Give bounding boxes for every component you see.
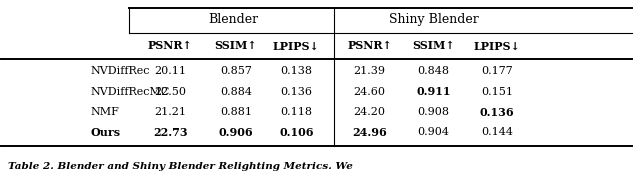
Text: PSNR↑: PSNR↑ — [348, 40, 392, 51]
Text: NVDiffRecMC: NVDiffRecMC — [91, 87, 170, 97]
Text: 0.118: 0.118 — [280, 107, 312, 117]
Text: SSIM↑: SSIM↑ — [214, 40, 257, 51]
Text: 22.73: 22.73 — [153, 127, 188, 138]
Text: 0.911: 0.911 — [416, 86, 451, 97]
Text: NMF: NMF — [91, 107, 120, 117]
Text: 0.857: 0.857 — [220, 66, 252, 76]
Text: 0.881: 0.881 — [220, 107, 252, 117]
Text: Ours: Ours — [91, 127, 121, 138]
Text: 0.136: 0.136 — [480, 107, 515, 117]
Text: 0.848: 0.848 — [417, 66, 449, 76]
Text: 0.906: 0.906 — [219, 127, 253, 138]
Text: SSIM↑: SSIM↑ — [412, 40, 455, 51]
Text: NVDiffRec: NVDiffRec — [91, 66, 150, 76]
Text: 0.884: 0.884 — [220, 87, 252, 97]
Text: 21.21: 21.21 — [154, 107, 186, 117]
Text: 0.106: 0.106 — [279, 127, 314, 138]
Text: 0.177: 0.177 — [481, 66, 513, 76]
Text: Table 2. Blender and Shiny Blender Relighting Metrics. We: Table 2. Blender and Shiny Blender Relig… — [8, 162, 353, 171]
Text: 20.11: 20.11 — [154, 66, 186, 76]
Text: LPIPS↓: LPIPS↓ — [273, 40, 320, 51]
Text: 0.151: 0.151 — [481, 87, 513, 97]
Text: LPIPS↓: LPIPS↓ — [474, 40, 520, 51]
Text: 21.39: 21.39 — [354, 66, 386, 76]
Text: 24.20: 24.20 — [354, 107, 386, 117]
Text: 24.96: 24.96 — [353, 127, 387, 138]
Text: 0.138: 0.138 — [280, 66, 312, 76]
Text: 0.144: 0.144 — [481, 127, 513, 137]
Text: 0.904: 0.904 — [417, 127, 449, 137]
Text: PSNR↑: PSNR↑ — [148, 40, 193, 51]
Text: 0.908: 0.908 — [417, 107, 449, 117]
Text: Blender: Blender — [208, 13, 259, 26]
Text: 0.136: 0.136 — [280, 87, 312, 97]
Text: Shiny Blender: Shiny Blender — [388, 13, 478, 26]
Text: 22.50: 22.50 — [154, 87, 186, 97]
Text: 24.60: 24.60 — [354, 87, 386, 97]
